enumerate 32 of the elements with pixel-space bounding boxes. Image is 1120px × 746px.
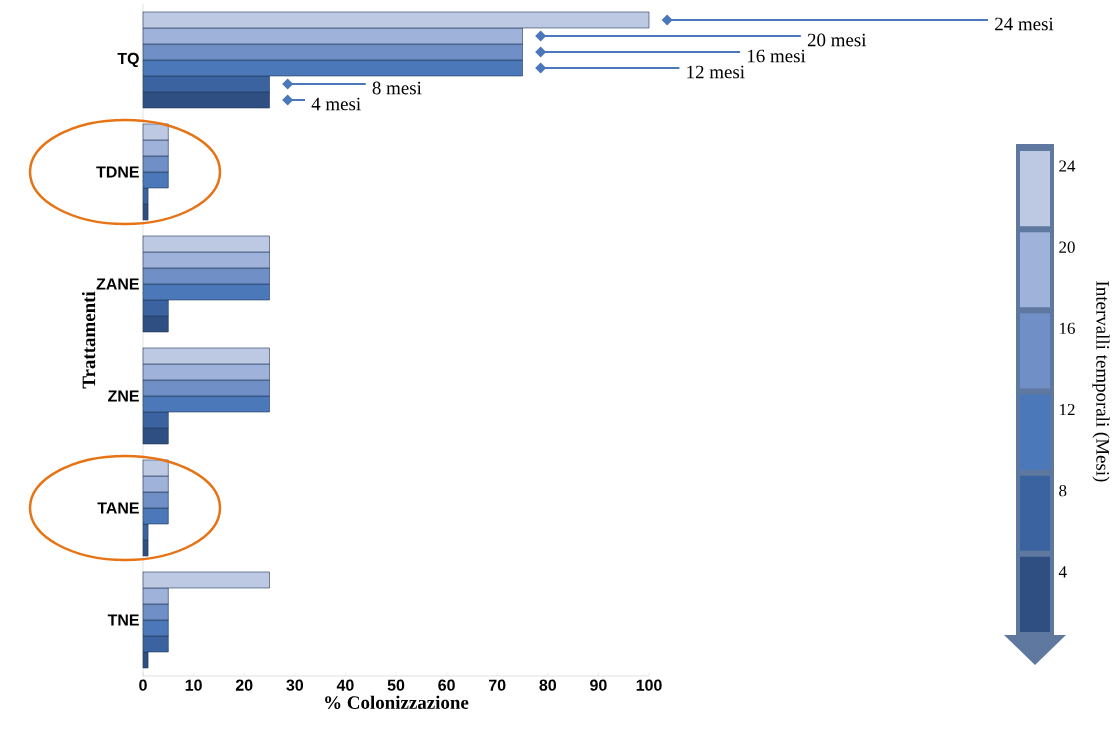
- x-tick-label: 60: [438, 679, 455, 691]
- text: 20 mesi: [807, 33, 867, 47]
- y-tick-label: TDNE: [96, 166, 139, 178]
- x-tick-label: 20: [235, 679, 253, 691]
- y-tick-label: TQ: [117, 52, 139, 68]
- text: 16 mesi: [748, 49, 806, 63]
- text: 8: [1059, 484, 1067, 497]
- x-tick-label: 70: [489, 679, 506, 691]
- x-tick-label: 80: [539, 679, 557, 691]
- x-tick-label: 0: [139, 679, 147, 691]
- y-tick-label: ZANE: [96, 278, 139, 290]
- x-tick-label: 90: [590, 679, 607, 691]
- text: 20: [1059, 241, 1075, 253]
- x-tick-label: 100: [636, 679, 662, 691]
- text: 12 mesi: [687, 65, 745, 79]
- x-tick-label: 40: [336, 679, 354, 691]
- legend-title: Intervalli temporali (Mesi): [1092, 281, 1110, 482]
- x-axis-title: % Colonizzazione: [325, 695, 469, 710]
- x-tick-label: 30: [286, 679, 304, 691]
- x-tick-label: 10: [185, 679, 202, 691]
- text: 12: [1060, 403, 1075, 416]
- y-tick-label: TNE: [107, 614, 139, 626]
- y-tick-label: ZNE: [108, 390, 139, 402]
- y-axis-title: Trattamenti: [81, 291, 96, 389]
- x-tick-label: 50: [387, 679, 405, 691]
- text: 24: [1059, 160, 1076, 172]
- text: 16: [1060, 322, 1075, 335]
- text: 24 mesi: [995, 17, 1054, 31]
- annotation: 8 mesi: [372, 81, 422, 95]
- annotation: 4 mesi: [311, 97, 361, 111]
- text: 4: [1058, 566, 1067, 578]
- y-tick-label: TANE: [97, 502, 139, 514]
